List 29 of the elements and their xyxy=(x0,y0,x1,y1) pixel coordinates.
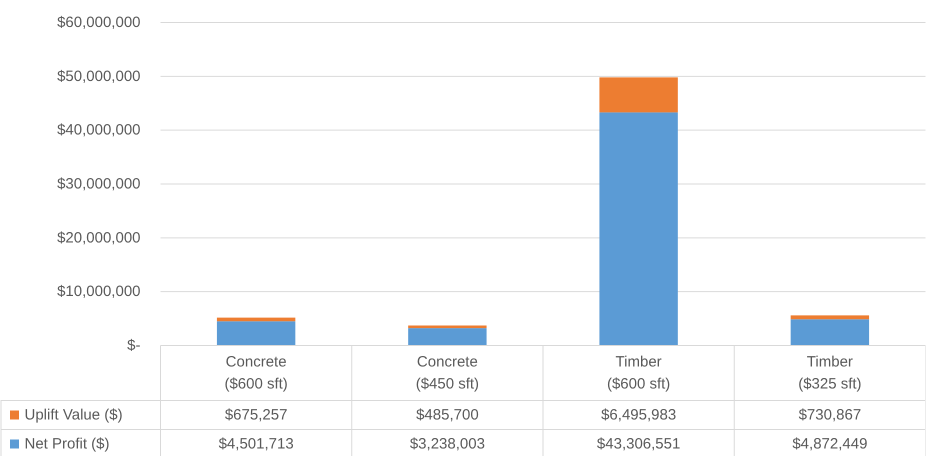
data-label: $6,495,983 xyxy=(601,406,676,424)
legend-label: Net Profit ($) xyxy=(24,436,110,452)
data-label: $43,306,551 xyxy=(596,436,680,452)
x-tick-label: Timber ($600 sft) xyxy=(606,353,670,393)
bar xyxy=(216,318,296,322)
y-tick-label: $40,000,000 xyxy=(57,122,141,139)
data-label: $485,700 xyxy=(416,406,479,424)
bar xyxy=(599,112,678,346)
y-tick-label: $- xyxy=(127,337,141,354)
y-tick-label: $10,000,000 xyxy=(57,283,141,300)
y-tick-label: $30,000,000 xyxy=(57,176,141,192)
x-tick-label: Concrete ($450 sft) xyxy=(416,353,480,393)
data-label: $4,872,449 xyxy=(792,436,868,452)
legend-label: Uplift Value ($) xyxy=(24,406,123,424)
x-tick-label: Timber ($325 sft) xyxy=(798,353,862,393)
y-tick-label: $60,000,000 xyxy=(57,14,141,31)
bar xyxy=(599,77,678,112)
bar xyxy=(790,315,870,320)
bar xyxy=(216,321,296,346)
y-tick-label: $20,000,000 xyxy=(57,229,141,246)
data-label: $730,867 xyxy=(798,406,862,424)
data-label: $4,501,713 xyxy=(218,436,294,452)
x-tick-label: Concrete ($600 sft) xyxy=(224,353,288,393)
bar xyxy=(408,328,487,346)
data-label: $675,257 xyxy=(224,406,288,424)
y-tick-label: $50,000,000 xyxy=(57,68,141,85)
bar xyxy=(408,325,487,328)
bar xyxy=(790,319,870,346)
data-label: $3,238,003 xyxy=(410,436,485,452)
